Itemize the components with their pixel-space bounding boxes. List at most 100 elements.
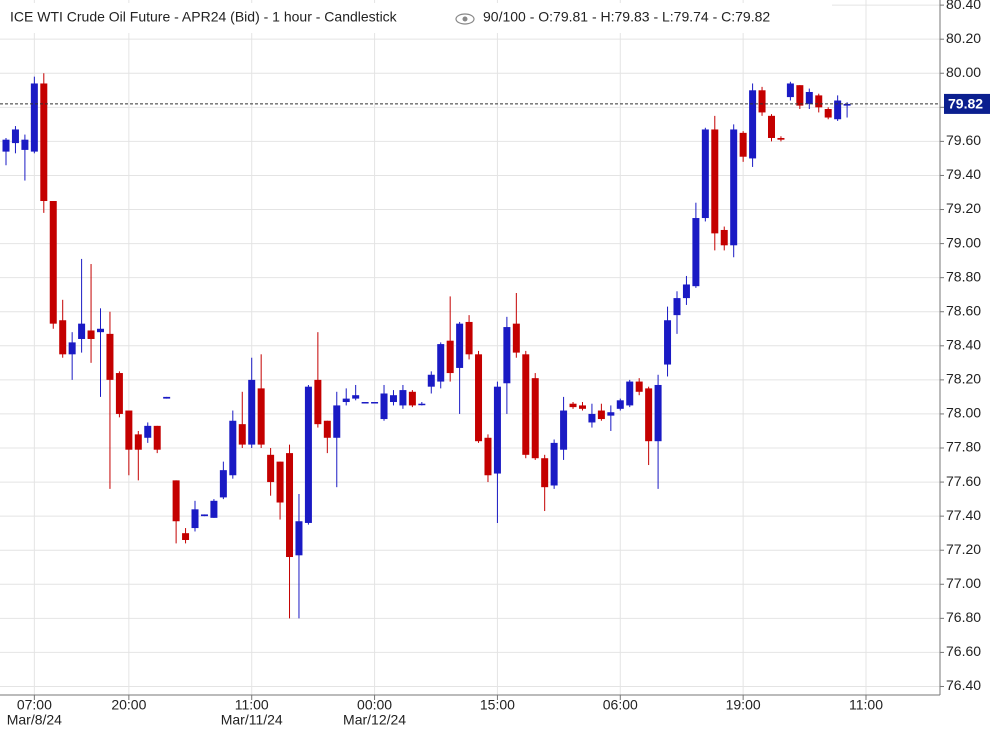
candle-body <box>588 413 596 423</box>
candle-body <box>380 393 388 420</box>
candle-body <box>11 129 19 144</box>
y-tick-label: 76.80 <box>946 609 981 625</box>
candle-body <box>560 410 568 450</box>
candle-body <box>824 109 832 118</box>
candle-body <box>68 342 76 355</box>
ohlc-status: 90/100 - O:79.81 - H:79.83 - L:79.74 - C… <box>483 9 770 25</box>
chart-layer <box>0 0 940 695</box>
candle-body <box>437 344 445 382</box>
y-tick-label: 76.60 <box>946 643 981 659</box>
y-tick-label: 78.40 <box>946 336 981 352</box>
x-tick-label: 06:00 <box>603 697 638 713</box>
candle-body <box>550 442 558 486</box>
candle-body <box>399 390 407 406</box>
candle-body <box>484 437 492 476</box>
candle-body <box>815 95 823 108</box>
y-tick-label: 80.40 <box>946 0 981 12</box>
candle-body <box>229 420 237 476</box>
candle-body <box>682 284 690 299</box>
candle-body <box>248 379 256 445</box>
candle-body <box>371 402 379 404</box>
candle-body <box>200 514 208 517</box>
y-tick-label: 77.00 <box>946 575 981 591</box>
candle-body <box>219 470 227 498</box>
candle-body <box>323 420 331 438</box>
y-tick-label: 80.20 <box>946 30 981 46</box>
x-date-label: Mar/12/24 <box>343 712 406 728</box>
y-tick-label: 77.60 <box>946 473 981 489</box>
x-tick-label: 00:00 <box>357 697 392 713</box>
x-tick-label: 15:00 <box>480 697 515 713</box>
candle-body <box>531 378 539 459</box>
x-tick-label: 11:00 <box>235 697 269 713</box>
candle-body <box>512 323 520 353</box>
candle-body <box>389 395 397 403</box>
candle-body <box>720 229 728 246</box>
candle-body <box>664 320 672 365</box>
candle-body <box>607 412 615 416</box>
x-tick-label: 20:00 <box>111 697 146 713</box>
candle-body <box>30 83 38 152</box>
candle-body <box>172 480 180 522</box>
x-tick-label: 19:00 <box>726 697 761 713</box>
candle-body <box>286 453 294 558</box>
candle-body <box>144 425 152 438</box>
candle-body <box>49 201 57 324</box>
y-tick-label: 79.40 <box>946 166 981 182</box>
candle-body <box>739 132 747 157</box>
candle-body <box>342 398 350 403</box>
candle-body <box>361 402 369 404</box>
y-tick-label: 77.20 <box>946 541 981 557</box>
candle-body <box>493 386 501 474</box>
candle-body <box>456 323 464 368</box>
candle-body <box>503 327 511 384</box>
chart-title: ICE WTI Crude Oil Future - APR24 (Bid) -… <box>10 9 398 25</box>
y-tick-label: 78.60 <box>946 302 981 318</box>
candle-body <box>730 129 738 246</box>
candle-body <box>541 458 549 488</box>
candle-body <box>191 509 199 529</box>
y-tick-label: 77.80 <box>946 439 981 455</box>
candle-body <box>786 83 794 98</box>
candle-body <box>40 83 48 202</box>
candle-body <box>654 384 662 442</box>
candle-body <box>701 129 709 219</box>
candle-body <box>597 410 605 420</box>
candle-body <box>418 403 426 406</box>
y-tick-label: 79.60 <box>946 132 981 148</box>
candle-body <box>446 340 454 374</box>
header-bg <box>0 3 832 33</box>
candle-body <box>314 379 322 425</box>
candle-body <box>238 424 246 445</box>
candle-body <box>267 454 275 483</box>
y-tick-label: 77.40 <box>946 507 981 523</box>
eye-icon[interactable] <box>455 13 475 25</box>
candle-body <box>626 381 634 406</box>
candle-body <box>21 139 29 150</box>
candle-body <box>465 321 473 355</box>
candle-body <box>475 354 483 442</box>
candle-body <box>78 323 86 339</box>
candle-body <box>408 391 416 406</box>
candle-body <box>210 500 218 518</box>
candle-body <box>777 137 785 140</box>
candle-body <box>134 434 142 450</box>
candle-body <box>352 395 360 399</box>
candle-body <box>295 521 303 556</box>
y-tick-label: 79.00 <box>946 234 981 250</box>
candle-body <box>106 333 114 380</box>
candle-body <box>749 90 757 159</box>
x-tick-label: 11:00 <box>849 697 883 713</box>
candle-body <box>635 381 643 392</box>
y-tick-label: 76.40 <box>946 677 981 693</box>
x-date-label: Mar/11/24 <box>221 712 283 728</box>
candle-body <box>115 373 123 414</box>
candle-body <box>767 115 775 138</box>
candle-body <box>182 533 190 540</box>
y-tick-label: 78.20 <box>946 371 981 387</box>
x-date-label: Mar/8/24 <box>7 712 62 728</box>
candle-body <box>834 100 842 120</box>
candle-body <box>805 91 813 104</box>
